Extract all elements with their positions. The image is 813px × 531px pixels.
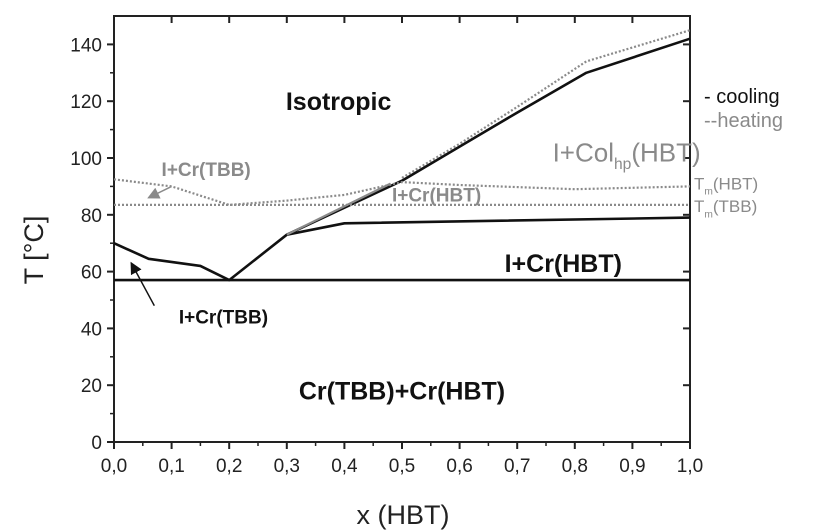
annotation-arrow — [130, 261, 155, 307]
annotation-label: I+Cr(TBB) — [179, 308, 268, 329]
annotation-label: I+Colhp(HBT) — [553, 137, 701, 173]
y-axis-label: T [°C] — [19, 216, 49, 285]
x-tick-label: 0,5 — [389, 456, 415, 477]
annotation-text: I+Col — [553, 137, 614, 167]
axes: 0,0 0,1 0,2 0,3 0,4 0,5 0,6 0,7 0,8 0,9 1,0 0 20 40 60… — [70, 15, 703, 477]
annotation-arrow — [147, 185, 172, 199]
annotation-text: I+Cr(TBB) — [162, 160, 251, 181]
x-tick-label: 0,4 — [331, 456, 358, 477]
annotation-text: Cr(TBB)+Cr(HBT) — [299, 378, 505, 406]
x-tick-label: 0,6 — [446, 456, 472, 477]
legend-entry: - cooling — [704, 86, 780, 108]
x-tick-label: 0,9 — [619, 456, 645, 477]
x-tick-label: 0,3 — [274, 456, 300, 477]
annotation-text: T — [694, 197, 704, 216]
annotation-suffix: (HBT) — [713, 175, 758, 194]
annotation-label: Tm(TBB) — [694, 197, 757, 220]
annotation-label: Isotropic — [286, 88, 392, 116]
annotation-label: Tm(HBT) — [694, 175, 758, 198]
annotations-group: Isotropic I+Cr(TBB) I+Cr(HBT) I+Cr(HBT) I+Cr… — [130, 88, 758, 406]
annotation-subscript: hp — [614, 156, 632, 173]
y-tick-label: 20 — [81, 376, 102, 397]
series-group — [113, 29, 691, 282]
y-tick-label: 100 — [70, 149, 102, 170]
series-line-heating — [401, 29, 691, 179]
annotation-text: T — [694, 175, 704, 194]
annotation-label: I+Cr(HBT) — [392, 186, 481, 207]
legend: - cooling--heating — [704, 86, 783, 132]
y-tick-label: 140 — [70, 35, 102, 56]
annotation-text: I+Cr(HBT) — [505, 250, 622, 278]
x-tick-label: 0,1 — [158, 456, 184, 477]
x-tick-label: 0,7 — [504, 456, 530, 477]
y-tick-label: 120 — [70, 92, 102, 113]
annotation-suffix: (TBB) — [713, 197, 757, 216]
annotation-subscript: m — [704, 209, 713, 220]
y-tick-label: 0 — [91, 433, 102, 454]
y-tick-label: 80 — [81, 206, 102, 227]
y-tick-label: 40 — [81, 319, 102, 340]
annotation-label: Cr(TBB)+Cr(HBT) — [299, 378, 505, 406]
annotation-subscript: m — [704, 187, 713, 198]
annotation-suffix: (HBT) — [631, 137, 700, 167]
x-axis-label: x (HBT) — [357, 500, 450, 530]
annotation-label: I+Cr(TBB) — [162, 160, 251, 181]
annotation-text: Isotropic — [286, 88, 392, 116]
x-tick-label: 0,8 — [562, 456, 588, 477]
y-tick-label: 60 — [81, 263, 102, 284]
series-line-cooling — [286, 37, 691, 236]
x-tick-label: 0,0 — [101, 456, 127, 477]
x-tick-label: 0,2 — [216, 456, 242, 477]
annotation-label: I+Cr(HBT) — [505, 250, 622, 278]
x-tick-label: 1,0 — [677, 456, 703, 477]
series-line-heating — [286, 182, 391, 236]
annotation-text: I+Cr(HBT) — [392, 186, 481, 207]
annotation-text: I+Cr(TBB) — [179, 308, 268, 329]
legend-entry: --heating — [704, 110, 783, 132]
